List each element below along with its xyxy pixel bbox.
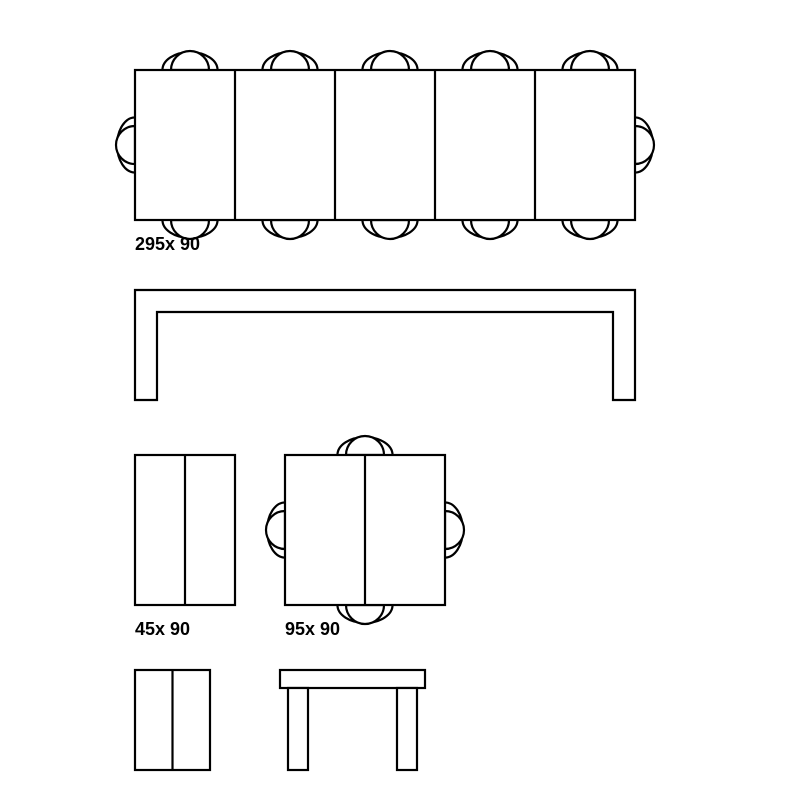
chair-top-2 [362,51,417,70]
chair-top-3 [462,51,517,70]
chair-top-4 [562,51,617,70]
chair-bottom [337,605,392,624]
chair-right [445,502,464,557]
furniture-diagram: 295x 90 45x 90 95x 90 [0,0,800,800]
label-large: 295x 90 [135,234,200,254]
label-folded: 45x 90 [135,619,190,639]
elevation-medium [280,670,425,770]
chair-top [337,436,392,455]
label-medium: 95x 90 [285,619,340,639]
chair-top-1 [262,51,317,70]
table-medium-topview [266,436,464,624]
elevation-folded [135,670,210,770]
chair-left [266,502,285,557]
chair-right [635,117,654,172]
table-large [135,70,635,220]
chair-bottom-1 [262,220,317,239]
chair-bottom-3 [462,220,517,239]
chair-bottom-4 [562,220,617,239]
chair-bottom-2 [362,220,417,239]
chair-top-0 [162,51,217,70]
table-large-topview [116,51,654,239]
table-folded-topview [135,455,235,605]
elevation-large [135,290,635,400]
chair-left [116,117,135,172]
